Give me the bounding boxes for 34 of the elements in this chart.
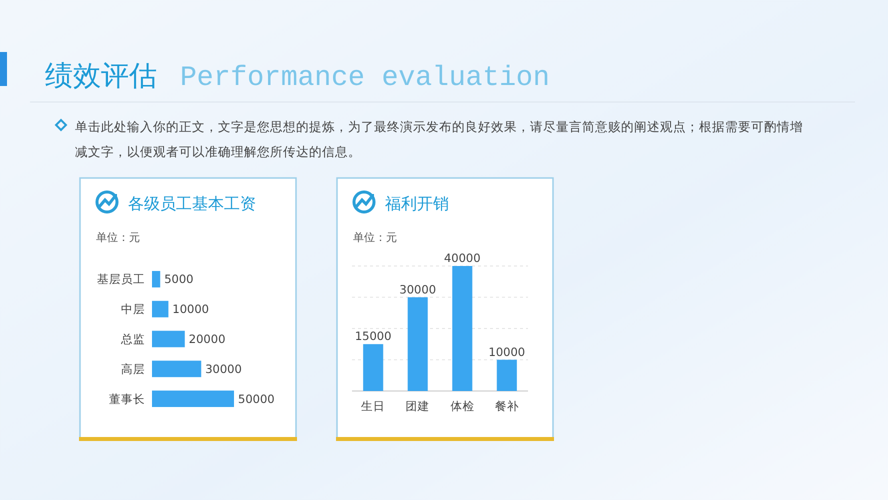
x-tick-label: 团建 <box>406 399 430 413</box>
bar <box>363 344 384 391</box>
data-label: 15000 <box>354 329 392 344</box>
x-tick-label: 餐补 <box>494 399 519 413</box>
bar <box>452 266 472 391</box>
x-tick-label: 体检 <box>450 399 474 413</box>
text: Performance evaluation <box>180 63 550 94</box>
bar <box>152 390 234 408</box>
x-tick-label: 生日 <box>361 399 386 413</box>
chart-title: 各级员工基本工资 <box>128 194 256 213</box>
data-label: 50000 <box>238 392 275 406</box>
y-tick-label: 中层 <box>121 302 145 316</box>
text: 单击此处输入你的正文，文字是您思想的提炼，为了最终演示发布的良好效果，请尽量言简意赅的阐述观点；根据需要可酌情增减文字，以便观者可以准确理解您所传达的信息。 <box>75 118 804 161</box>
bar <box>408 297 428 391</box>
chart-subtitle: 单位：元 <box>353 231 397 244</box>
bar <box>152 360 202 378</box>
bar <box>152 330 185 348</box>
y-tick-label: 基层员工 <box>97 272 145 286</box>
data-label: 40000 <box>444 251 481 265</box>
data-label: 10000 <box>172 302 209 316</box>
data-label: 20000 <box>188 332 226 346</box>
data-label: 5000 <box>164 272 194 286</box>
chart-title: 福利开销 <box>385 194 449 213</box>
data-label: 30000 <box>399 282 436 296</box>
text: 绩效评估 <box>45 59 157 92</box>
y-tick-label: 高层 <box>121 362 145 376</box>
bar <box>152 270 160 288</box>
bar <box>496 360 517 391</box>
y-tick-label: 董事长 <box>109 392 145 406</box>
y-tick-label: 总监 <box>120 332 145 346</box>
bar <box>152 300 168 318</box>
data-label: 10000 <box>488 344 526 359</box>
chart-subtitle: 单位：元 <box>96 231 140 244</box>
data-label: 30000 <box>205 362 242 376</box>
